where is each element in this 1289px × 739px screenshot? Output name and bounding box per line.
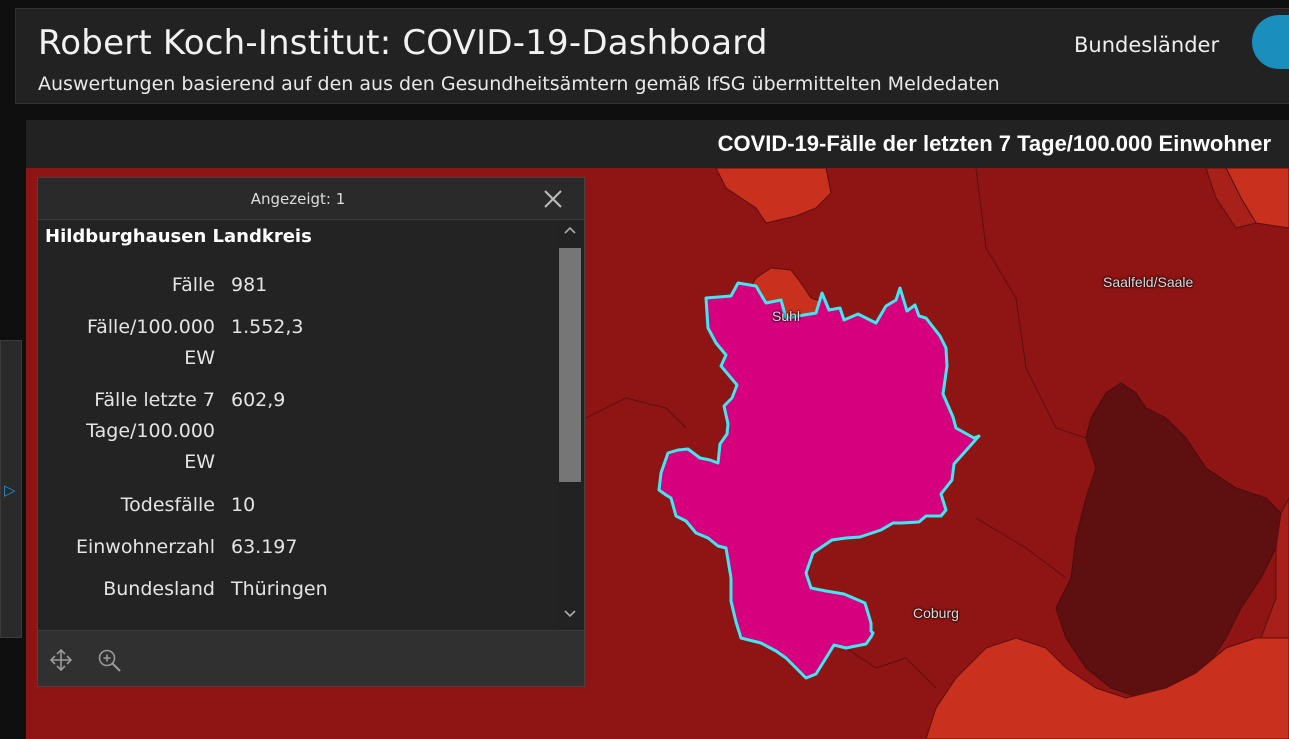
boundary-line xyxy=(585,397,687,429)
page-title: Robert Koch-Institut: COVID-19-Dashboard xyxy=(38,23,768,63)
selected-region-hildburghausen[interactable] xyxy=(657,281,981,680)
close-icon[interactable] xyxy=(542,188,564,210)
region-south-light[interactable] xyxy=(925,637,1289,739)
map-label-saalfeld: Saalfeld/Saale xyxy=(1103,274,1194,290)
attribute-value: 981 xyxy=(231,274,268,296)
attribute-value: 602,9 xyxy=(231,389,286,411)
attribute-value: 63.197 xyxy=(231,536,298,558)
attribute-value: 10 xyxy=(231,494,256,516)
tab-bundeslaender[interactable]: Bundesländer xyxy=(1074,33,1220,57)
dashboard-header: Robert Koch-Institut: COVID-19-Dashboard… xyxy=(15,8,1289,104)
attribute-value: Thüringen xyxy=(231,578,328,600)
side-panel-collapsed[interactable]: ▷ xyxy=(0,340,22,638)
region-north-light[interactable] xyxy=(715,168,832,224)
tab-toggle-button[interactable] xyxy=(1252,15,1289,69)
map-label-suhl: Suhl xyxy=(772,308,801,324)
boundary-line xyxy=(845,647,937,689)
popup-feature-count: Angezeigt: 1 xyxy=(250,190,346,208)
popup-header: Angezeigt: 1 xyxy=(38,178,584,220)
zoom-to-icon[interactable] xyxy=(94,645,124,675)
attribute-label: Fälle letzte 7 Tage/100.000 EW xyxy=(86,389,215,473)
region-northeast-mid[interactable] xyxy=(1205,168,1257,229)
page-subtitle: Auswertungen basierend auf den aus den G… xyxy=(38,73,1000,95)
feature-popup: Angezeigt: 1 Hildburghausen Landkreis Fä… xyxy=(37,177,585,687)
boundary-line xyxy=(975,168,1087,439)
expand-arrow-icon[interactable]: ▷ xyxy=(4,481,16,499)
pan-icon[interactable] xyxy=(46,645,76,675)
attribute-label: Bundesland xyxy=(103,578,215,600)
attribute-label: Fälle xyxy=(171,274,215,296)
attribute-label: Fälle/100.000 EW xyxy=(86,316,215,369)
feature-name: Hildburghausen Landkreis xyxy=(45,226,312,247)
scroll-up-icon[interactable] xyxy=(564,226,576,234)
attribute-label: Einwohnerzahl xyxy=(75,536,215,558)
popup-scrollbar[interactable] xyxy=(557,220,583,630)
popup-content[interactable]: Hildburghausen Landkreis Fälle 981 Fälle… xyxy=(38,220,558,630)
map-title: COVID-19-Fälle der letzten 7 Tage/100.00… xyxy=(26,120,1289,168)
boundary-line xyxy=(975,517,1067,579)
popup-footer xyxy=(38,630,584,686)
map-label-coburg: Coburg xyxy=(913,605,959,621)
scroll-down-icon[interactable] xyxy=(564,610,576,618)
attribute-value: 1.552,3 xyxy=(231,316,304,338)
region-dark-east[interactable] xyxy=(1055,382,1282,699)
scroll-thumb[interactable] xyxy=(559,248,581,482)
attribute-label: Todesfälle xyxy=(120,494,215,516)
